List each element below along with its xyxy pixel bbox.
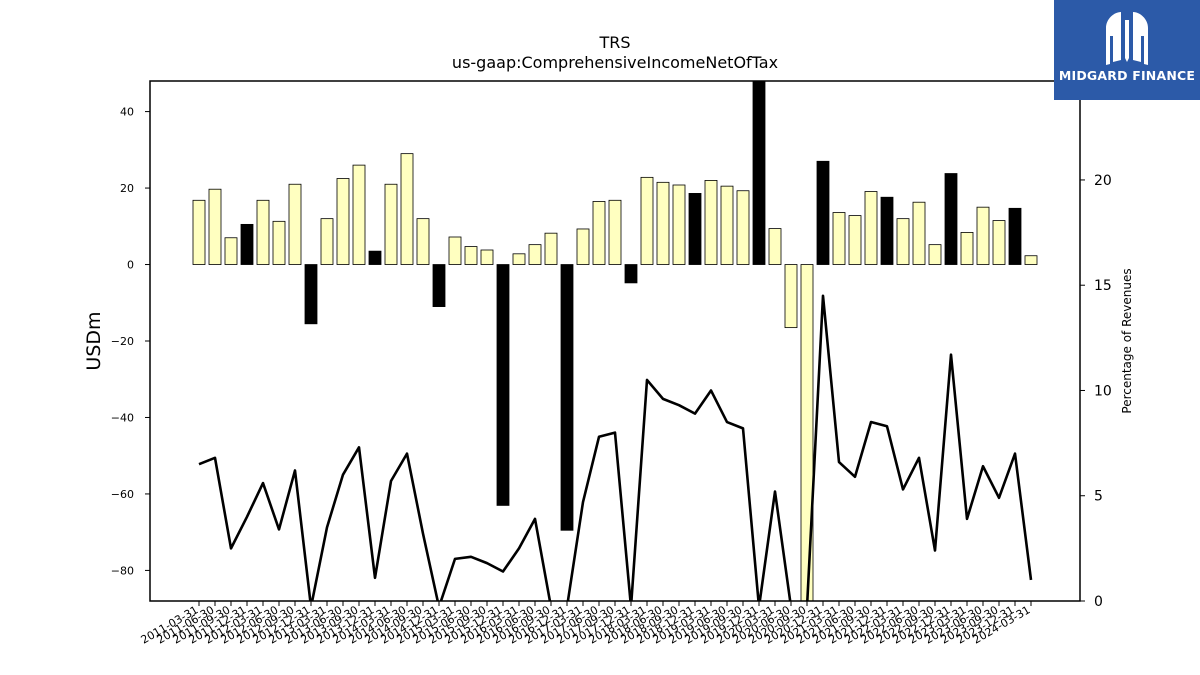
y-axis-label: USDm <box>83 311 105 370</box>
bar-2013-03-31 <box>320 218 334 265</box>
bar-2024-03-31 <box>1024 255 1038 265</box>
bar-2022-06-30 <box>912 201 926 265</box>
logo-text: MIDGARD FINANCE <box>1058 68 1196 83</box>
y-tick-label: 40 <box>120 106 134 119</box>
bar-2018-03-31 <box>640 176 654 265</box>
bar-2013-12-31 <box>368 250 382 265</box>
bar-2014-12-31 <box>432 264 446 307</box>
bar-2021-06-30 <box>848 215 862 265</box>
y2-axis-label: Percentage of Revenues <box>1120 268 1134 413</box>
x-axis: 2011-03-312011-06-302011-09-302011-12-31… <box>139 601 1033 647</box>
bar-2013-06-30 <box>336 178 350 265</box>
y2-tick-label: 0 <box>1094 594 1103 610</box>
chart-title: TRS <box>598 33 630 52</box>
bar-2012-03-31 <box>256 199 270 265</box>
y-tick-label: −60 <box>111 488 134 501</box>
bar-2013-09-30 <box>352 164 366 265</box>
bar-2020-12-31 <box>816 160 830 265</box>
bar-2019-12-31 <box>752 80 766 265</box>
bar-2017-09-30 <box>608 199 622 265</box>
bar-2016-12-31 <box>560 264 574 531</box>
y-tick-label: 0 <box>127 259 134 272</box>
bar-2020-03-31 <box>768 228 782 265</box>
bar-2012-06-30 <box>272 220 286 265</box>
percentage-line <box>198 294 1033 601</box>
bar-2012-09-30 <box>288 183 302 265</box>
bar-2022-12-31 <box>944 173 958 265</box>
bar-2023-09-30 <box>992 220 1006 265</box>
y2-tick-label: 15 <box>1094 278 1112 294</box>
bar-2015-09-30 <box>480 249 494 265</box>
bar-2014-06-30 <box>400 153 414 265</box>
y-tick-label: 20 <box>120 182 134 195</box>
bar-2021-03-31 <box>832 212 846 265</box>
bar-2014-09-30 <box>416 218 430 265</box>
bar-2012-12-31 <box>304 264 318 325</box>
bar-2016-03-31 <box>512 253 526 265</box>
bar-2017-03-31 <box>576 228 590 265</box>
bar-2019-06-30 <box>720 185 734 265</box>
bar-2011-03-31 <box>192 199 206 265</box>
bar-2015-06-30 <box>464 246 478 265</box>
bar-2023-06-30 <box>976 206 990 265</box>
bar-2016-09-30 <box>544 232 558 265</box>
bar-2020-06-30 <box>784 264 798 329</box>
bar-2014-03-31 <box>384 183 398 265</box>
bar-2017-06-30 <box>592 201 606 265</box>
bar-2018-09-30 <box>672 184 686 265</box>
bar-2021-12-31 <box>880 196 894 265</box>
chart-subtitle: us-gaap:ComprehensiveIncomeNetOfTax <box>452 53 778 72</box>
bar-2011-12-31 <box>240 223 254 265</box>
plot-frame <box>149 80 1081 602</box>
line-group <box>198 294 1033 601</box>
bar-2023-03-31 <box>960 232 974 265</box>
bar-2019-09-30 <box>736 190 750 265</box>
y-tick-label: −40 <box>111 411 134 424</box>
bar-2022-03-31 <box>896 218 910 265</box>
bar-2016-06-30 <box>528 244 542 265</box>
y2-tick-label: 5 <box>1094 489 1103 505</box>
bar-2022-09-30 <box>928 244 942 265</box>
y2-tick-label: 10 <box>1094 383 1112 399</box>
bar-2019-03-31 <box>704 180 718 265</box>
logo-mark-icon <box>1106 12 1148 65</box>
bars-group <box>192 80 1038 602</box>
bar-2015-12-31 <box>496 264 510 506</box>
bar-2018-12-31 <box>688 193 702 265</box>
bar-2017-12-31 <box>624 264 638 284</box>
bar-2011-09-30 <box>224 237 238 265</box>
right-axis: 0 5 10 15 20 <box>1080 173 1112 610</box>
bar-2021-09-30 <box>864 191 878 265</box>
y-tick-label: −80 <box>111 564 134 577</box>
bar-2018-06-30 <box>656 181 670 265</box>
y2-tick-label: 20 <box>1094 173 1112 189</box>
left-axis: −80 −60 −40 −20 0 20 40 <box>111 106 150 577</box>
bar-2011-06-30 <box>208 188 222 265</box>
bar-2015-03-31 <box>448 236 462 265</box>
bar-2023-12-31 <box>1008 207 1022 265</box>
y-tick-label: −20 <box>111 335 134 348</box>
midgard-finance-logo: MIDGARD FINANCE <box>1054 0 1200 100</box>
